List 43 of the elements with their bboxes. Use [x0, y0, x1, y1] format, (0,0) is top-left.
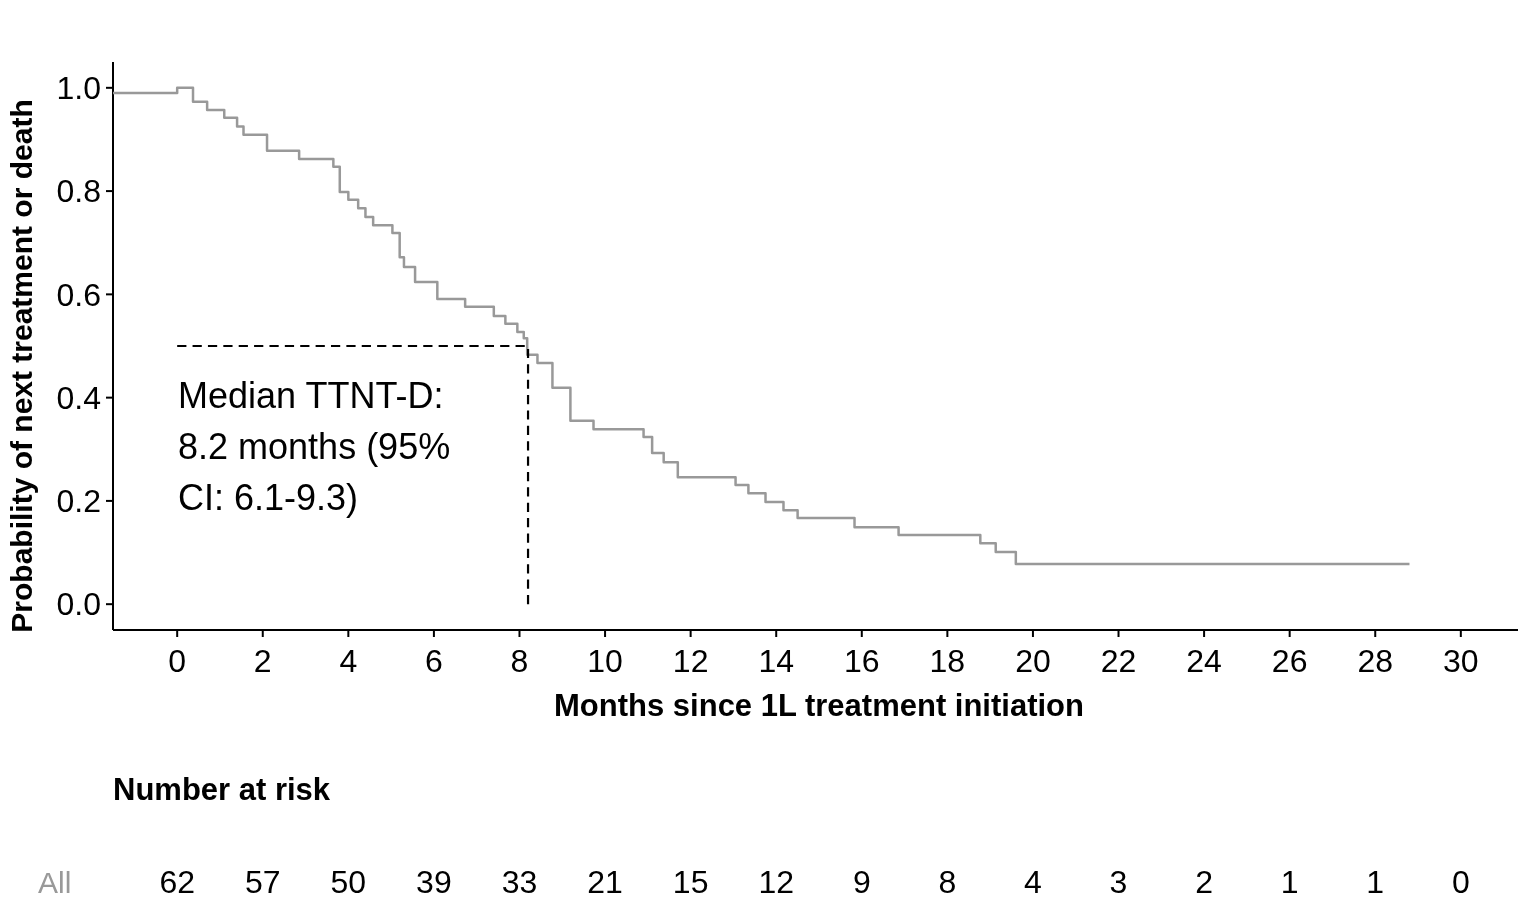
x-tick-label: 10: [587, 643, 623, 679]
data-label: 15: [672, 864, 709, 900]
y-tick-label: 0.4: [56, 379, 101, 416]
x-tick-label: 2: [253, 643, 272, 679]
y-axis-title: Probability of next treatment or death: [5, 99, 38, 633]
data-label: 3: [1109, 864, 1128, 900]
y-tick-label: 0.6: [56, 276, 101, 313]
x-tick-label: 20: [1015, 643, 1051, 679]
legend-label: All: [38, 866, 72, 899]
data-label: 21: [587, 864, 623, 900]
x-tick-label: 28: [1357, 643, 1394, 679]
data-label: 39: [416, 864, 452, 900]
data-label: 8: [938, 864, 957, 900]
data-label: 12: [758, 864, 795, 900]
data-label: 9: [852, 864, 871, 900]
data-label: 62: [159, 864, 195, 900]
data-label: 0: [1451, 864, 1470, 900]
x-tick-label: 4: [339, 643, 358, 679]
x-tick-label: 14: [758, 643, 795, 679]
x-tick-label: 0: [168, 643, 187, 679]
y-tick-label: 0.0: [56, 586, 101, 623]
x-tick-label: 22: [1100, 643, 1137, 679]
x-tick-label: 16: [843, 643, 880, 679]
annotation: Median TTNT-D: 8.2 months (95% CI: 6.1-9.3): [178, 375, 451, 518]
x-tick-label: 8: [510, 643, 529, 679]
data-label: 2: [1195, 864, 1213, 900]
x-tick-label: 30: [1443, 643, 1479, 679]
y-tick-label: 0.8: [56, 173, 101, 210]
x-tick-label: 12: [672, 643, 709, 679]
data-label: 4: [1024, 864, 1042, 900]
y-tick-label: 0.2: [56, 483, 101, 520]
data-label: 57: [244, 864, 281, 900]
data-label: 1: [1280, 864, 1299, 900]
text: Number at risk: [113, 772, 331, 807]
x-tick-label: 18: [929, 643, 966, 679]
data-label: 1: [1366, 864, 1385, 900]
data-label: 50: [330, 864, 367, 900]
x-tick-label: 26: [1271, 643, 1308, 679]
x-tick-label: 24: [1186, 643, 1222, 679]
data-label: 33: [501, 864, 538, 900]
y-tick-label: 1.0: [56, 70, 101, 107]
x-tick-label: 6: [425, 643, 443, 679]
x-axis-title: Months since 1L treatment initiation: [554, 688, 1084, 723]
